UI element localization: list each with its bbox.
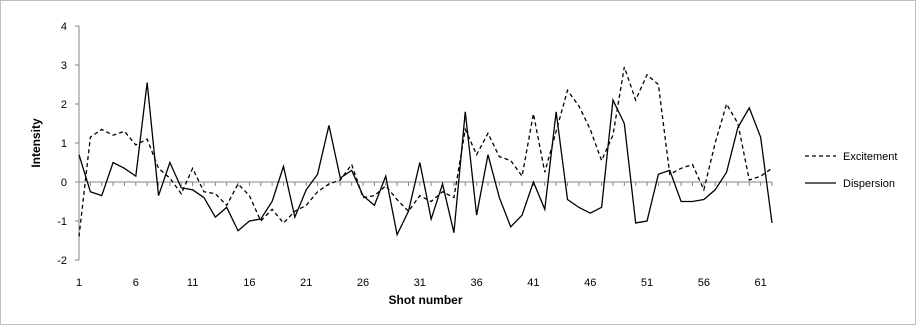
legend-item-dispersion: Dispersion bbox=[805, 178, 895, 190]
x-tick-label: 51 bbox=[641, 277, 653, 289]
x-tick-label: 11 bbox=[187, 277, 198, 289]
x-axis-title: Shot number bbox=[389, 293, 463, 307]
x-tick-label: 36 bbox=[470, 277, 482, 289]
y-tick-label: -1 bbox=[57, 216, 67, 228]
x-tick-label: 56 bbox=[698, 277, 710, 289]
x-tick-label: 21 bbox=[300, 277, 312, 289]
y-tick-label: 0 bbox=[61, 177, 67, 189]
y-tick-label: -2 bbox=[57, 255, 67, 267]
y-tick-label: 2 bbox=[61, 99, 67, 111]
series-layer bbox=[78, 66, 773, 237]
x-tick-label: 46 bbox=[584, 277, 596, 289]
x-tick-label: 41 bbox=[527, 277, 539, 289]
legend-label: Dispersion bbox=[843, 178, 895, 190]
y-axis-tick-labels: -2 -1 0 1 2 3 4 bbox=[57, 21, 79, 267]
series-line-dispersion bbox=[78, 82, 773, 237]
y-tick-label: 1 bbox=[61, 138, 67, 150]
x-tick-label: 26 bbox=[357, 277, 369, 289]
x-axis-tick-labels: 1 6 11 16 21 26 31 36 41 46 51 56 61 bbox=[76, 182, 773, 289]
x-tick-label: 61 bbox=[755, 277, 767, 289]
series-line-excitement bbox=[78, 66, 773, 237]
y-tick-label: 3 bbox=[61, 60, 67, 72]
x-tick-label: 6 bbox=[133, 277, 139, 289]
legend-label: Excitement bbox=[843, 151, 897, 163]
y-axis-title: Intensity bbox=[29, 118, 43, 168]
x-tick-label: 31 bbox=[414, 277, 426, 289]
legend: Excitement Dispersion bbox=[805, 151, 897, 190]
x-tick-label: 1 bbox=[76, 277, 82, 289]
legend-item-excitement: Excitement bbox=[805, 151, 897, 163]
x-tick-label: 16 bbox=[243, 277, 255, 289]
y-tick-label: 4 bbox=[61, 21, 67, 33]
